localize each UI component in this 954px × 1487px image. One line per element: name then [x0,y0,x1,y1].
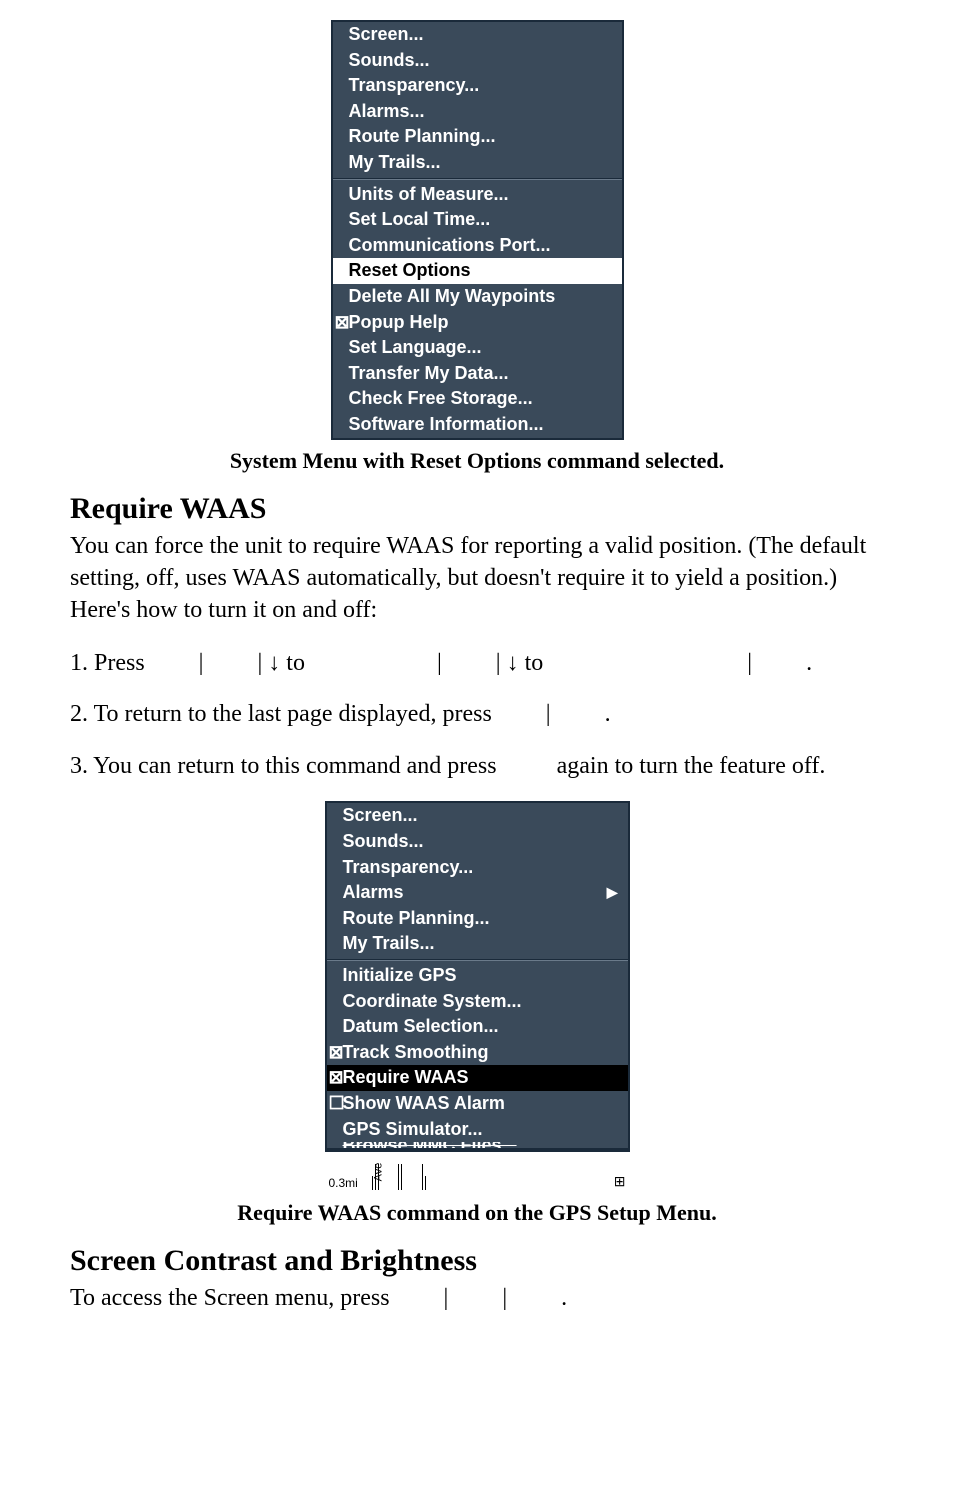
kbd-placeholder [557,698,605,732]
menu-item-require-waas[interactable]: ⊠Require WAAS [327,1065,628,1091]
menu-item-reset-options[interactable]: Reset Options [333,258,622,284]
menu-item-screen2[interactable]: Screen... [327,803,628,829]
menu-item-sounds[interactable]: Sounds... [333,48,622,74]
menu-item-transfer-data[interactable]: Transfer My Data... [333,361,622,387]
kbd-placeholder [503,750,551,784]
menu-item-coord-system[interactable]: Coordinate System... [327,989,628,1015]
menu-item-label: Show WAAS Alarm [343,1093,505,1113]
heading-screen-contrast: Screen Contrast and Brightness [70,1244,884,1278]
menu-item-transparency2[interactable]: Transparency... [327,855,628,881]
menu-item-screen[interactable]: Screen... [333,22,622,48]
kbd-placeholder [209,647,257,681]
menu-item-gps-simulator[interactable]: GPS Simulator... [327,1117,628,1143]
ruler-left-label: 0.3mi [329,1176,358,1190]
menu-divider [327,959,628,961]
ruler-mark [412,1148,436,1190]
step3-text-a: 3. You can return to this command and pr… [70,753,503,779]
checkbox-checked-icon: ⊠ [335,312,349,334]
kbd-placeholder [498,698,546,732]
gps-setup-menu: Screen... Sounds... Transparency... Alar… [325,801,630,1150]
checkbox-checked-icon: ⊠ [329,1067,343,1089]
menu-item-popup-help[interactable]: ⊠Popup Help [333,310,622,336]
menu-item-comm-port[interactable]: Communications Port... [333,233,622,259]
menu-item-alarms2[interactable]: Alarms ▶ [327,880,628,906]
step-3: 3. You can return to this command and pr… [70,750,884,784]
step-1: 1. Press | | ↓ to | | ↓ to | . [70,647,884,681]
menu-item-units[interactable]: Units of Measure... [333,182,622,208]
menu-item-show-waas-alarm[interactable]: ☐Show WAAS Alarm [327,1091,628,1117]
menu-item-delete-waypoints[interactable]: Delete All My Waypoints [333,284,622,310]
step1-arrow2: ↓ to [507,650,544,676]
menu-item-software-info[interactable]: Software Information... [333,412,622,438]
menu-item-transparency[interactable]: Transparency... [333,73,622,99]
para2-text: To access the Screen menu, press [70,1285,396,1311]
menu-item-alarms[interactable]: Alarms... [333,99,622,125]
menu-item-local-time[interactable]: Set Local Time... [333,207,622,233]
menu-divider [333,178,622,180]
kbd-placeholder [311,647,437,681]
menu-item-label: Track Smoothing [343,1042,489,1062]
menu-item-sounds2[interactable]: Sounds... [327,829,628,855]
menu-item-set-language[interactable]: Set Language... [333,335,622,361]
menu-item-track-smoothing[interactable]: ⊠Track Smoothing [327,1040,628,1066]
step3-text-b: again to turn the feature off. [557,753,826,779]
gps-setup-menu-container: Screen... Sounds... Transparency... Alar… [325,801,630,1192]
step-2: 2. To return to the last page displayed,… [70,698,884,732]
kbd-placeholder [513,1282,561,1314]
system-menu: Screen... Sounds... Transparency... Alar… [331,20,624,440]
menu-item-free-storage[interactable]: Check Free Storage... [333,386,622,412]
kbd-placeholder [549,647,747,681]
kbd-placeholder [758,647,806,681]
menu-item-my-trails[interactable]: My Trails... [333,150,622,176]
step1-arrow1: ↓ to [268,650,305,676]
kbd-placeholder [396,1282,444,1314]
menu-item-label: Popup Help [349,312,449,332]
menu-item-route-planning[interactable]: Route Planning... [333,124,622,150]
kbd-placeholder [448,647,496,681]
menu-item-route-planning2[interactable]: Route Planning... [327,906,628,932]
checkbox-checked-icon: ⊠ [329,1042,343,1064]
caption-gps-setup: Require WAAS command on the GPS Setup Me… [70,1200,884,1226]
checkbox-unchecked-icon: ☐ [329,1093,343,1115]
ruler-right-icon: ⊞ [614,1173,626,1190]
ruler-ave-label: Ave [372,1163,384,1182]
para-require-waas: You can force the unit to require WAAS f… [70,530,884,627]
menu-item-my-trails2[interactable]: My Trails... [327,931,628,957]
caption-system-menu: System Menu with Reset Options command s… [70,448,884,474]
menu-item-label: Alarms [343,882,404,902]
kbd-placeholder [151,647,199,681]
menu-item-label: Require WAAS [343,1067,469,1087]
para-screen-contrast: To access the Screen menu, press | | . [70,1282,884,1314]
step2-text: 2. To return to the last page displayed,… [70,701,498,727]
ruler-mark [388,1148,412,1190]
step1-prefix: 1. Press [70,650,151,676]
menu-item-init-gps[interactable]: Initialize GPS [327,963,628,989]
map-scale-ruler: 0.3mi Ave ⊞ [325,1150,630,1192]
kbd-placeholder [454,1282,502,1314]
submenu-arrow-icon: ▶ [607,884,618,901]
menu-item-datum[interactable]: Datum Selection... [327,1014,628,1040]
heading-require-waas: Require WAAS [70,492,884,526]
